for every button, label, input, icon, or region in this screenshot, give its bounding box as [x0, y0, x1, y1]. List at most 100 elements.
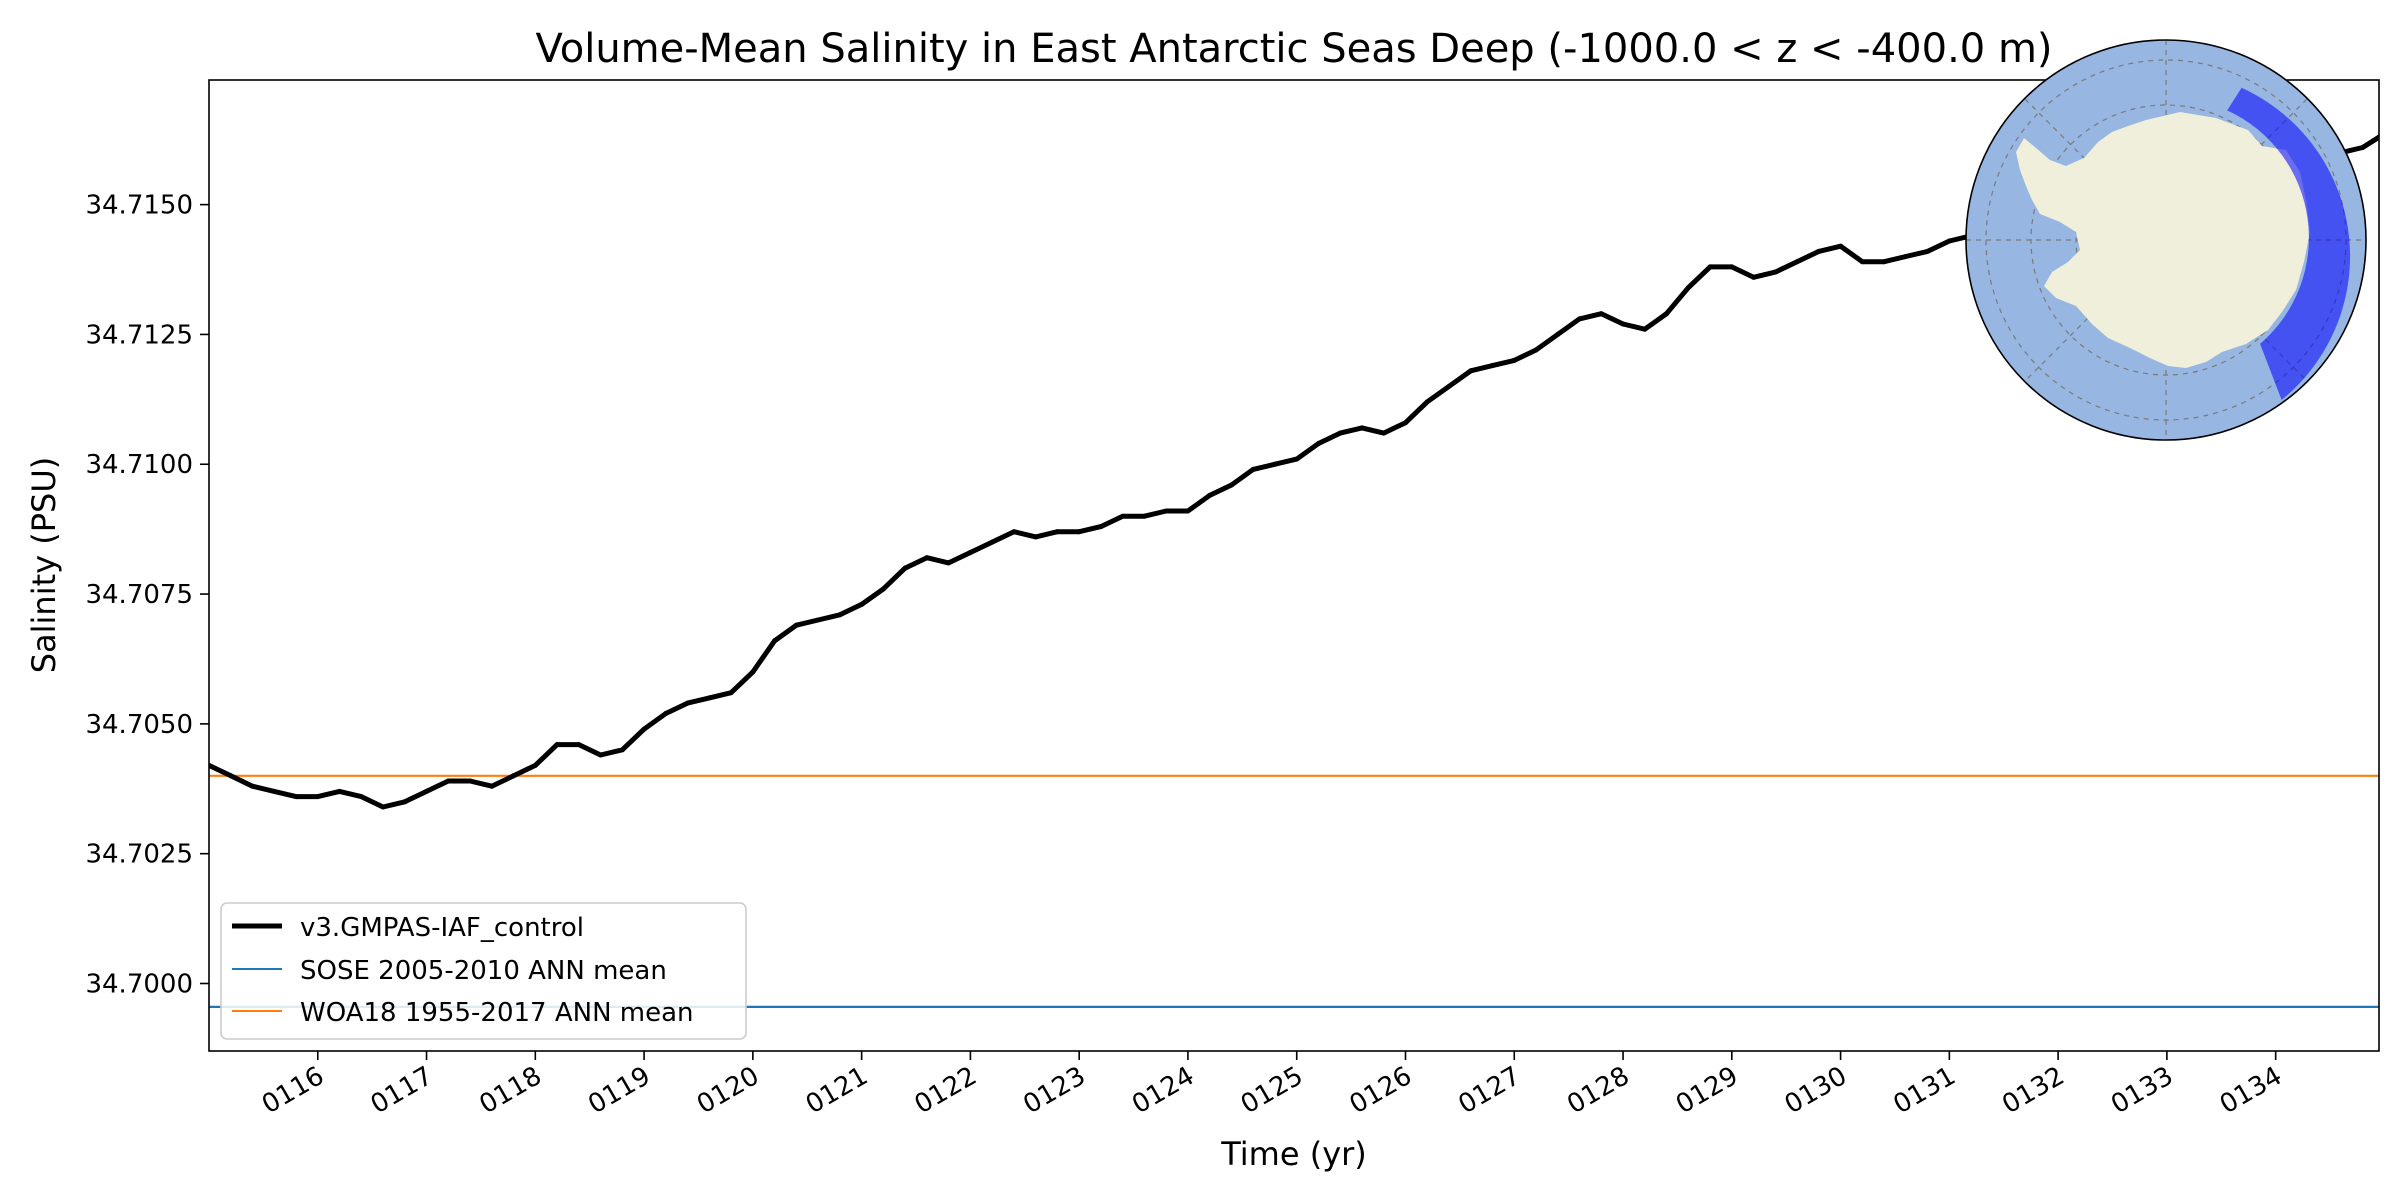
data-point-control — [663, 711, 669, 716]
data-point-control — [1337, 430, 1343, 436]
data-point-control — [1816, 248, 1822, 254]
data-point-control — [1642, 326, 1648, 332]
data-point-control — [1359, 425, 1365, 431]
legend-label-woa18: WOA18 1955-2017 ANN mean — [300, 998, 694, 1028]
data-point-control — [1533, 347, 1539, 353]
y-tick-label: 34.7050 — [85, 710, 193, 740]
data-point-control — [880, 586, 886, 592]
data-point-control — [967, 550, 973, 555]
data-point-control — [1403, 420, 1408, 426]
data-point-control — [1490, 363, 1495, 369]
data-point-control — [1664, 311, 1669, 317]
chart-title: Volume-Mean Salinity in East Antarctic S… — [535, 26, 2052, 72]
data-point-control — [576, 742, 582, 748]
y-tick-label: 34.7100 — [85, 450, 193, 480]
data-point-control — [1511, 357, 1517, 363]
data-point-control — [1098, 524, 1104, 530]
data-point-control — [1903, 254, 1909, 259]
legend-label-sose: SOSE 2005-2010 ANN mean — [300, 956, 667, 986]
y-tick-label: 34.7125 — [85, 320, 193, 350]
data-point-control — [1925, 248, 1931, 254]
data-point-control — [1229, 482, 1234, 488]
data-point-control — [1316, 441, 1321, 446]
data-point-control — [1076, 529, 1082, 535]
data-point-control — [1946, 238, 1952, 244]
data-point-control — [402, 799, 408, 805]
legend: v3.GMPAS-IAF_control SOSE 2005-2010 ANN … — [220, 902, 747, 1040]
data-point-control — [1577, 316, 1582, 322]
data-point-control — [1685, 285, 1691, 291]
data-point-control — [445, 778, 451, 784]
data-point-control — [1620, 321, 1626, 327]
data-point-control — [815, 617, 821, 623]
y-tick-label: 34.7075 — [85, 580, 193, 610]
map-outline — [1965, 39, 2367, 441]
data-point-control — [554, 742, 560, 748]
data-point-control — [511, 773, 517, 779]
data-point-control — [1207, 492, 1213, 498]
data-point-control — [337, 788, 342, 794]
data-point-control — [1033, 534, 1039, 540]
x-axis-label: Time (yr) — [1220, 1135, 1367, 1173]
data-point-control — [424, 788, 429, 794]
y-tick-label: 34.7150 — [85, 191, 193, 221]
data-point-control — [1838, 243, 1844, 249]
data-point-control — [2360, 145, 2366, 150]
y-axis-label: Salinity (PSU) — [25, 457, 63, 674]
y-tick-label: 34.7000 — [85, 969, 193, 999]
data-point-control — [1794, 259, 1800, 265]
data-point-control — [706, 695, 712, 701]
data-point-control — [315, 794, 321, 800]
data-point-control — [924, 555, 930, 561]
data-point-control — [1294, 456, 1300, 462]
data-point-control — [1424, 399, 1430, 405]
data-point-control — [1707, 264, 1713, 270]
legend-box — [220, 902, 747, 1040]
data-point-control — [1120, 513, 1126, 519]
data-point-control — [837, 612, 843, 618]
data-point-control — [1381, 430, 1387, 436]
data-point-control — [1250, 466, 1256, 472]
data-point-control — [750, 669, 756, 675]
data-point-control — [1141, 513, 1147, 519]
data-point-control — [1772, 269, 1778, 275]
data-point-control — [728, 690, 734, 696]
data-point-control — [1555, 331, 1561, 337]
data-point-control — [228, 773, 234, 779]
data-point-control — [271, 788, 277, 794]
data-point-control — [1011, 529, 1017, 535]
antarctica-landmass — [2016, 112, 2310, 368]
data-point-control — [358, 794, 364, 800]
data-point-control — [1446, 383, 1452, 389]
data-point-control — [380, 804, 386, 810]
data-point-control — [1468, 368, 1474, 374]
data-point-control — [250, 783, 255, 789]
data-point-control — [619, 747, 625, 753]
data-point-control — [1272, 461, 1278, 467]
data-point-control — [532, 762, 538, 768]
data-point-control — [489, 783, 495, 789]
east-antarctic-seas-region — [2227, 87, 2351, 400]
antarctic-polar-map-icon — [1965, 39, 2367, 441]
data-point-control — [1598, 311, 1604, 317]
data-point-control — [902, 565, 908, 571]
data-point-control — [641, 726, 647, 732]
data-point-control — [293, 794, 299, 800]
data-point-control — [1859, 259, 1865, 265]
data-point-control — [793, 622, 799, 628]
data-point-control — [1751, 274, 1757, 280]
data-point-control — [685, 700, 691, 706]
data-point-control — [1163, 508, 1169, 514]
data-point-control — [467, 778, 473, 784]
data-point-control — [772, 638, 778, 644]
data-point-control — [1054, 529, 1060, 535]
plot-frame — [208, 79, 2380, 1052]
data-point-control — [946, 560, 952, 566]
data-point-control — [1185, 508, 1191, 514]
y-tick-label: 34.7025 — [85, 840, 193, 870]
data-point-control — [859, 601, 865, 607]
legend-label-control: v3.GMPAS-IAF_control — [300, 913, 584, 943]
data-point-control — [1881, 259, 1887, 265]
data-point-control — [1729, 264, 1735, 270]
